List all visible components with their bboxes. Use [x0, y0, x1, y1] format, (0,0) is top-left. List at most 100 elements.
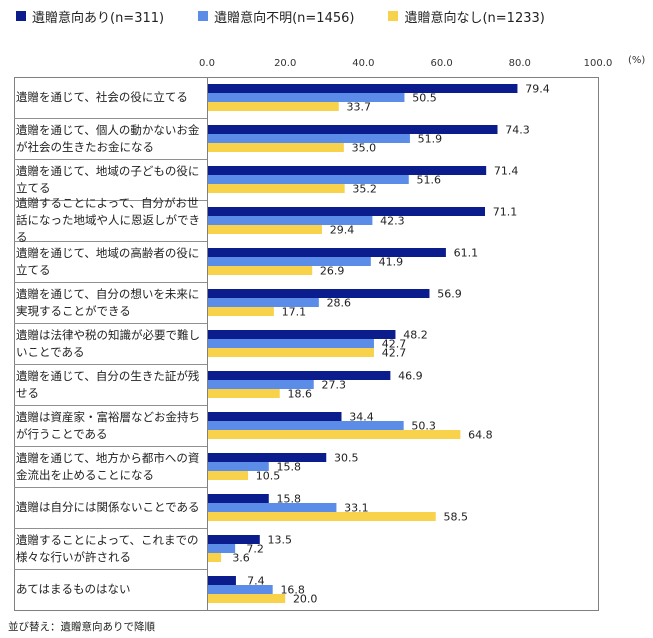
bar	[208, 453, 327, 462]
bar	[208, 576, 236, 585]
value-label: 46.9	[398, 370, 423, 383]
bar	[208, 125, 498, 134]
legend-item: 遺贈意向不明(n=1456)	[198, 7, 354, 26]
value-label: 26.9	[320, 265, 345, 278]
unit-label: (%)	[628, 55, 645, 66]
bar	[208, 380, 314, 389]
bar	[208, 134, 410, 143]
bar	[208, 512, 436, 521]
bar	[208, 266, 313, 275]
category-label: 遺贈は法律や税の知識が必要で難しいことである	[16, 327, 200, 359]
bar	[208, 503, 337, 512]
legend-swatch	[388, 11, 399, 21]
bar	[208, 225, 322, 234]
value-label: 48.2	[403, 329, 428, 342]
x-tick-label: 80.0	[509, 58, 531, 69]
bar	[208, 248, 446, 257]
category-label: 遺贈を通じて、自分の生きた証が残せる	[16, 368, 200, 400]
value-label: 50.5	[412, 92, 437, 105]
value-label: 7.2	[246, 543, 264, 556]
value-label: 50.3	[411, 420, 436, 433]
x-tick-label: 0.0	[199, 58, 215, 69]
value-label: 10.5	[256, 470, 281, 483]
value-label: 17.1	[282, 306, 307, 319]
bar	[208, 207, 486, 216]
value-label: 29.4	[330, 224, 355, 237]
bar	[208, 594, 286, 603]
bar	[208, 553, 222, 562]
category-label: 遺贈を通じて、地域の子どもの役に立てる	[16, 163, 200, 195]
category-label: あてはまるものはない	[16, 582, 131, 596]
legend-label: 遺贈意向あり(n=311)	[32, 10, 165, 26]
value-label: 74.3	[505, 124, 530, 137]
bar	[208, 421, 404, 430]
legend-item: 遺贈意向あり(n=311)	[16, 7, 164, 26]
bar	[208, 462, 269, 471]
x-tick-label: 100.0	[584, 58, 613, 69]
value-label: 15.8	[277, 493, 302, 506]
category-label: 遺贈を通じて、社会の役に立てる	[16, 90, 188, 104]
plot-frame	[14, 77, 599, 611]
category-label: 遺贈を通じて、自分の想いを未来に実現することができる	[16, 286, 200, 318]
x-tick-label: 60.0	[430, 58, 452, 69]
value-label: 79.4	[525, 83, 550, 96]
bar	[208, 307, 274, 316]
legend-label: 遺贈意向不明(n=1456)	[214, 10, 355, 26]
legend-swatch	[16, 11, 26, 21]
bar	[208, 389, 280, 398]
footnote: 並び替え：遺贈意向ありで降順	[8, 621, 155, 633]
value-label: 71.1	[493, 206, 518, 219]
value-label: 18.6	[287, 388, 312, 401]
bar	[208, 471, 249, 480]
bar	[208, 84, 518, 93]
category-label: 遺贈は自分には関係ないことである	[16, 500, 200, 514]
value-label: 13.5	[268, 534, 293, 547]
x-tick-label: 40.0	[352, 58, 374, 69]
category-label: 遺贈を通じて、地域の高齢者の役に立てる	[16, 245, 200, 277]
category-label: 遺贈することによって、これまでの様々な行いが許される	[16, 532, 199, 564]
value-label: 16.8	[280, 584, 305, 597]
bar	[208, 143, 344, 152]
bar	[208, 175, 409, 184]
category-label: 遺贈を通じて、個人の動かないお金が社会の生きたお金になる	[16, 122, 200, 154]
value-label: 71.4	[494, 165, 519, 178]
bar	[208, 257, 371, 266]
bar	[208, 544, 236, 553]
value-label: 30.5	[334, 452, 359, 465]
bar	[208, 535, 260, 544]
value-label: 34.4	[349, 411, 374, 424]
bar	[208, 371, 391, 380]
value-label: 42.7	[382, 347, 407, 360]
value-label: 58.5	[443, 511, 468, 524]
bar	[208, 166, 487, 175]
bar	[208, 93, 405, 102]
value-label: 35.0	[352, 142, 377, 155]
bar	[208, 430, 461, 439]
bar	[208, 348, 374, 357]
value-label: 41.9	[379, 256, 404, 269]
value-label: 20.0	[293, 593, 318, 606]
x-tick-label: 20.0	[274, 58, 296, 69]
value-label: 64.8	[468, 429, 493, 442]
value-label: 42.7	[382, 338, 407, 351]
value-label: 15.8	[277, 461, 302, 474]
value-label: 33.7	[347, 101, 372, 114]
legend-item: 遺贈意向なし(n=1233)	[388, 7, 545, 26]
bar	[208, 216, 373, 225]
legend: 遺贈意向あり(n=311) 遺贈意向不明(n=1456) 遺贈意向なし(n=1233…	[16, 6, 579, 26]
value-label: 7.4	[247, 575, 265, 588]
bar	[208, 330, 396, 339]
category-label: 遺贈することによって、自分がお世話になった地域や人に恩返しができる	[16, 196, 200, 244]
value-label: 51.9	[418, 133, 443, 146]
value-label: 51.6	[417, 174, 442, 187]
bar	[208, 289, 430, 298]
value-label: 35.2	[352, 183, 377, 196]
value-label: 56.9	[437, 288, 462, 301]
bar	[208, 298, 319, 307]
value-label: 61.1	[454, 247, 479, 260]
bar	[208, 494, 269, 503]
bar	[208, 339, 374, 348]
bar	[208, 585, 273, 594]
bar	[208, 412, 342, 421]
category-label: 遺贈を通じて、地方から都市への資金流出を止めることになる	[16, 450, 200, 482]
